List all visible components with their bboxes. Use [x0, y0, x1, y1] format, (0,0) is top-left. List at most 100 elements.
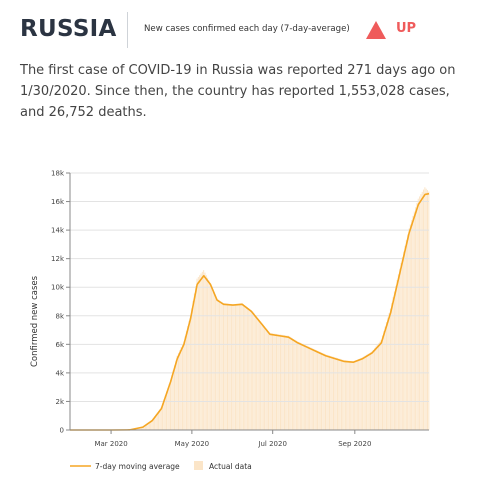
bar	[364, 355, 366, 430]
bar	[191, 308, 193, 430]
bar	[181, 344, 183, 430]
bar	[168, 383, 170, 430]
x-tick-label: Mar 2020	[94, 440, 127, 448]
bar	[230, 304, 232, 430]
bar	[428, 191, 430, 430]
bar	[211, 286, 213, 430]
bar	[166, 391, 168, 430]
bar	[162, 403, 164, 430]
bar	[351, 361, 353, 430]
bar	[311, 348, 313, 430]
bar	[392, 297, 394, 430]
bar	[143, 425, 145, 430]
bar	[277, 334, 279, 430]
bar	[286, 335, 288, 430]
y-tick-label: 10k	[51, 284, 65, 292]
bar	[193, 293, 195, 430]
bar	[322, 353, 324, 430]
bar	[176, 355, 178, 430]
bar	[409, 224, 411, 430]
bar	[347, 360, 349, 430]
bar	[215, 295, 217, 430]
bar	[240, 303, 242, 430]
bar	[279, 334, 281, 430]
bar	[314, 349, 316, 430]
bar	[196, 278, 198, 430]
bar	[229, 303, 231, 430]
bar	[140, 426, 142, 430]
bar	[219, 300, 221, 430]
bar	[238, 303, 240, 430]
bar	[388, 313, 390, 430]
bar	[289, 336, 291, 430]
bar	[368, 353, 370, 430]
bar	[205, 275, 207, 430]
bar	[258, 319, 260, 430]
bar	[155, 414, 157, 430]
bar	[185, 331, 187, 430]
bar	[421, 191, 423, 430]
bar	[381, 335, 383, 430]
x-tick-label: May 2020	[175, 440, 210, 448]
bar	[148, 421, 150, 430]
bar	[317, 350, 319, 430]
bar	[216, 298, 218, 430]
bar	[208, 280, 210, 430]
bar	[367, 353, 369, 430]
bar	[236, 303, 238, 430]
bar	[232, 304, 234, 430]
bar	[253, 313, 255, 430]
bar	[291, 338, 293, 430]
bar	[336, 358, 338, 430]
bar	[401, 257, 403, 430]
bar	[305, 345, 307, 430]
bar	[294, 339, 296, 430]
bar	[420, 194, 422, 430]
bar	[201, 271, 203, 430]
bar	[413, 211, 415, 430]
bar	[260, 321, 262, 430]
bar	[220, 301, 222, 430]
y-axis-title: Confirmed new cases	[30, 275, 40, 367]
bar	[323, 353, 325, 430]
bar	[408, 228, 410, 430]
bar	[257, 318, 259, 430]
chart-subtitle: New cases confirmed each day (7-day-aver…	[144, 24, 350, 34]
bar	[278, 334, 280, 430]
y-tick-label: 2k	[55, 398, 64, 406]
bar	[346, 360, 348, 430]
bar	[252, 311, 254, 430]
bar	[332, 356, 334, 430]
y-tick-label: 18k	[51, 170, 65, 178]
bar	[415, 207, 417, 430]
bar	[384, 326, 386, 430]
bar	[335, 357, 337, 430]
bar	[180, 347, 182, 430]
bar	[163, 399, 165, 430]
bar	[362, 357, 364, 430]
bar	[372, 349, 374, 430]
bar	[183, 341, 185, 430]
bar	[348, 360, 350, 430]
bar	[224, 303, 226, 430]
bar	[400, 262, 402, 430]
bar	[338, 358, 340, 430]
bar	[283, 335, 285, 430]
bar	[262, 324, 264, 430]
country-title: RUSSIA	[20, 16, 117, 42]
bar	[371, 351, 373, 430]
bar	[234, 303, 236, 430]
y-tick-label: 4k	[55, 369, 64, 377]
bar	[326, 354, 328, 430]
bar	[342, 359, 344, 430]
bar	[350, 361, 352, 430]
bar	[192, 300, 194, 430]
bar	[385, 322, 387, 430]
bar	[177, 352, 179, 430]
legend: 7-day moving average Actual data	[70, 461, 252, 471]
bar	[383, 331, 385, 430]
bar	[331, 356, 333, 430]
x-axis: Mar 2020 May 2020 Jul 2020 Sep 2020	[70, 429, 429, 448]
bar	[159, 408, 161, 430]
bar	[293, 339, 295, 430]
